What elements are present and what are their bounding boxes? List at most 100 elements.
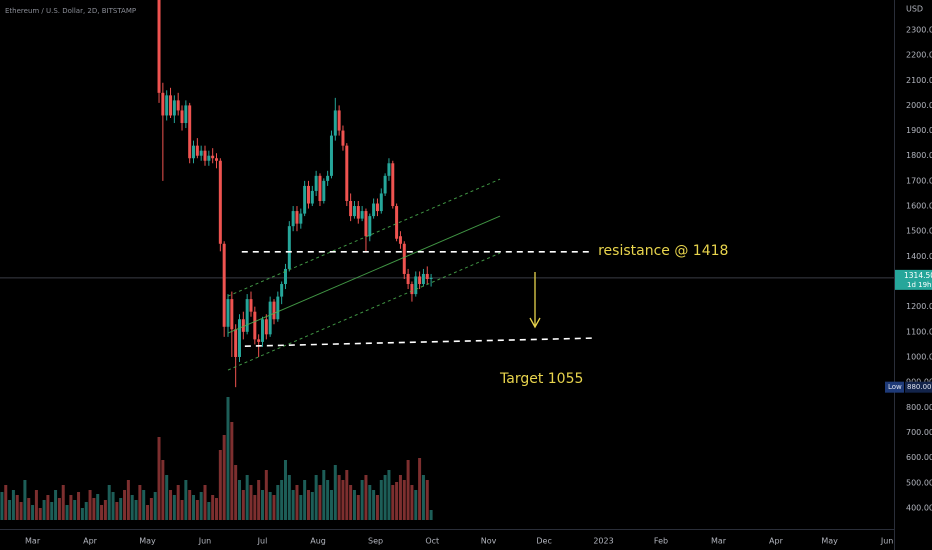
y-tick-label: 1500.00 [906, 227, 932, 236]
axes: 2300.00 2200.00 2100.00 2000.00 1900.00 1800.… [25, 25, 932, 546]
candle-body [299, 213, 303, 224]
volume-bar [360, 480, 364, 520]
candle-body [295, 211, 299, 224]
candle-body [421, 273, 425, 285]
x-tick-label: Nov [481, 537, 497, 546]
low-price-tag [905, 381, 932, 393]
volume-bar [207, 502, 211, 520]
volume-bar [126, 480, 130, 520]
volume-bar [245, 475, 249, 520]
volume-bar [123, 490, 127, 520]
candle-body [318, 175, 322, 202]
y-tick-label: 2100.00 [906, 76, 932, 85]
candle-body [352, 206, 356, 217]
y-tick-label: 1100.00 [906, 327, 932, 336]
candle-body [211, 155, 215, 159]
volume-bar [418, 458, 422, 520]
symbol-header: Ethereum / U.S. Dollar, 2D, BITSTAMP [5, 7, 136, 15]
volume-bar [153, 492, 157, 520]
y-tick-label: 700.00 [906, 428, 932, 437]
volume-bar [249, 485, 253, 520]
volume-bar [130, 495, 134, 520]
volume-bar [341, 480, 345, 520]
candle-body [199, 150, 203, 156]
x-tick-label: Feb [654, 537, 668, 546]
down-arrow [529, 272, 541, 329]
volume-bar [142, 490, 146, 520]
candle-body [402, 243, 406, 274]
y-tick-label: 1600.00 [906, 202, 932, 211]
volume-bar [65, 505, 69, 520]
volume-bar [299, 495, 303, 520]
volume-bar [406, 460, 410, 520]
x-tick-label: 2023 [593, 537, 613, 546]
x-tick-label: Oct [425, 537, 439, 546]
candle-body [368, 216, 372, 237]
target-line [244, 337, 593, 347]
volume-bar [387, 470, 391, 520]
x-tick-label: Dec [536, 537, 551, 546]
candle-body [387, 163, 391, 176]
volume-bar [192, 495, 196, 520]
x-tick-label: Aug [310, 537, 326, 546]
price-pane: resistance @ 1418 Target 1055 [0, 0, 894, 388]
candle-body [360, 211, 364, 219]
volume-bar [268, 492, 272, 520]
volume-pane [0, 397, 433, 520]
channel-line [227, 252, 501, 371]
countdown-label: 1d 19h [907, 281, 931, 289]
y-tick-label: 1400.00 [906, 252, 932, 261]
volume-bar [410, 485, 414, 520]
volume-bar [19, 502, 23, 520]
y-tick-label: 1700.00 [906, 176, 932, 185]
volume-bar [241, 490, 245, 520]
last-price-tag [895, 269, 932, 290]
candle-body [245, 299, 249, 332]
candle-body [176, 100, 180, 111]
volume-bar [100, 505, 104, 520]
volume-bar [149, 498, 153, 520]
candle-body [192, 145, 196, 159]
volume-bar [50, 502, 54, 520]
candle-body [249, 299, 253, 312]
y-tick-label: 400.00 [906, 503, 932, 512]
volume-bar [161, 460, 165, 520]
volume-bar [222, 435, 226, 520]
volume-bar [80, 508, 84, 520]
candle-body [230, 299, 234, 330]
volume-bar [77, 492, 81, 520]
candle-body [310, 190, 314, 204]
candle-body [203, 150, 207, 161]
candle-body [272, 301, 276, 320]
candle-body [280, 284, 284, 297]
candle-body [188, 105, 192, 159]
volume-bar [372, 490, 376, 520]
volume-bar [291, 490, 295, 520]
candle-body [410, 284, 414, 295]
x-tick-label: May [821, 537, 838, 546]
candle-body [241, 319, 245, 332]
candle-body [195, 145, 199, 156]
volume-bar [31, 505, 35, 520]
volume-bar [364, 475, 368, 520]
volume-bar [318, 485, 322, 520]
volume-bar [184, 480, 188, 520]
candle-body [329, 135, 333, 176]
volume-bar [337, 475, 341, 520]
candle-body [165, 95, 169, 116]
candle-body [418, 276, 422, 285]
candle-body [333, 110, 337, 136]
candle-body [406, 273, 410, 285]
volume-bar [195, 500, 199, 520]
volume-bar [4, 485, 8, 520]
volume-bar [379, 480, 383, 520]
x-tick-label: Jul [257, 537, 268, 546]
y-tick-label: 500.00 [906, 478, 932, 487]
volume-bar [295, 485, 299, 520]
volume-bar [92, 498, 96, 520]
volume-bar [188, 490, 192, 520]
volume-bar [199, 492, 203, 520]
volume-bar [211, 495, 215, 520]
x-tick-label: Apr [83, 537, 98, 546]
volume-bar [42, 500, 46, 520]
